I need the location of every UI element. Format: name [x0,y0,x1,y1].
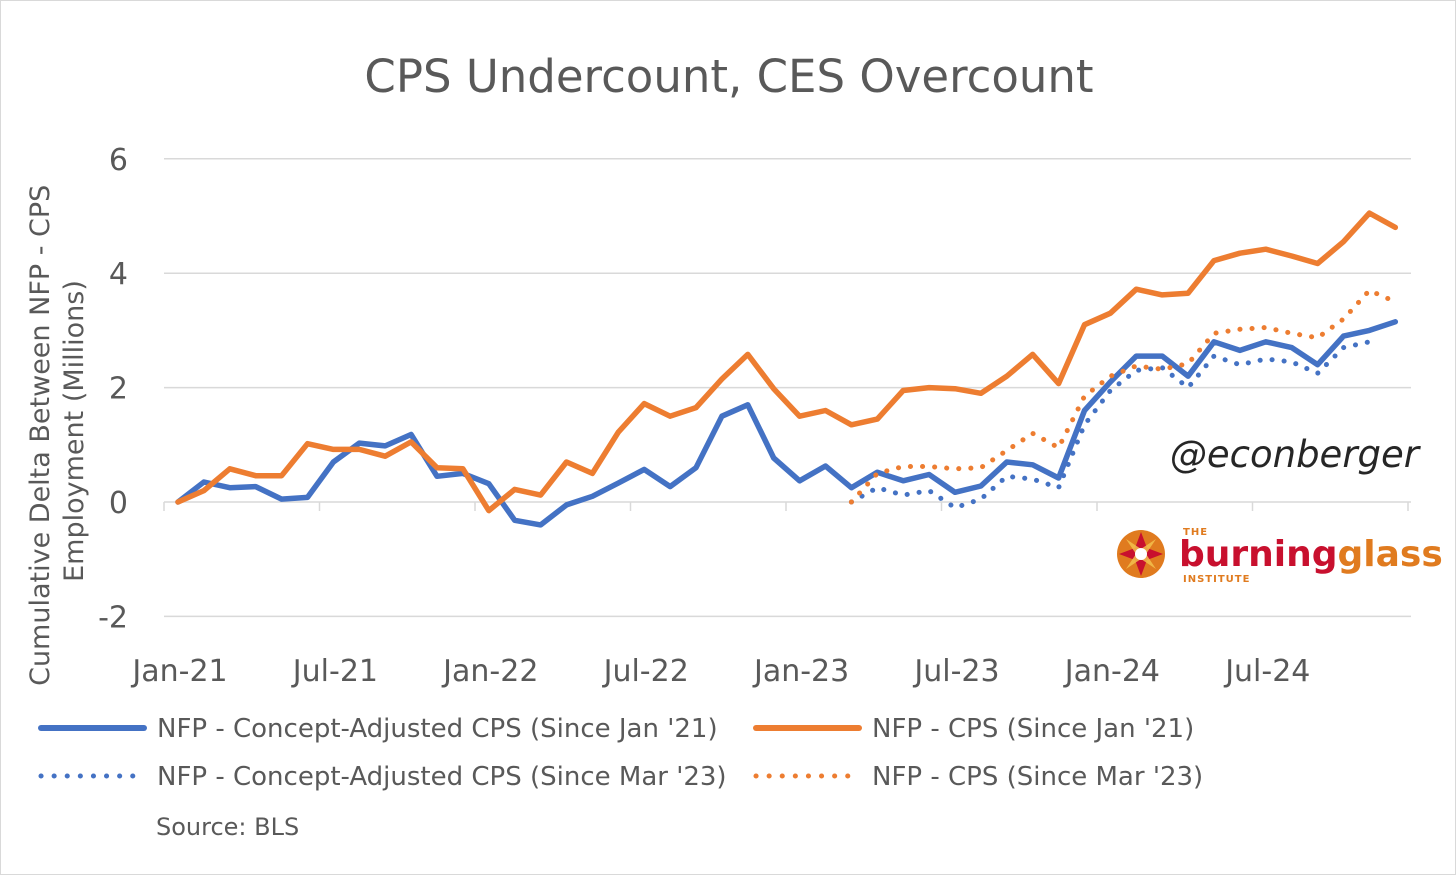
x-tick-label: Jul-22 [602,654,689,689]
x-axis: Jan-21 Jul-21 Jan-22 Jul-22 Jan-23 Jul-23 Jan-… [130,501,1411,689]
gridlines [164,158,1411,618]
legend-label: NFP - Concept-Adjusted CPS (Since Jan '2… [157,714,718,744]
logo-the-text: THE [1183,527,1208,538]
logo-wordmark: burningglass [1179,534,1443,575]
y-tick-label: -2 [98,600,128,635]
x-tick-label: Jan-24 [1063,654,1160,689]
logo-institute-text: INSTITUTE [1183,574,1250,585]
logo-word-burning: burning [1179,534,1338,575]
legend-label: NFP - CPS (Since Jan '21) [872,714,1194,744]
solid-series-line-0 [175,319,1399,528]
y-axis-label-line-1: Cumulative Delta Between NFP - CPS [25,185,56,686]
y-tick-label: 6 [109,143,128,178]
x-tick-label: Jul-24 [1223,654,1310,689]
source-note: Source: BLS [156,813,299,841]
y-tick-label: 2 [109,372,128,407]
x-tick-label: Jan-22 [441,654,538,689]
series-lines [175,210,1399,528]
y-tick-label: 4 [109,257,128,292]
x-tick-label: Jan-23 [752,654,849,689]
y-axis-label: Cumulative Delta Between NFP - CPS Emplo… [25,176,90,686]
y-axis-ticks: -2 0 2 4 6 [98,143,128,636]
y-tick-label: 0 [109,486,128,521]
dotted-series-line-3 [848,287,1398,505]
x-tick-label: Jul-23 [912,654,999,689]
x-tick-label: Jan-21 [130,654,227,689]
dotted-series-line-2 [848,339,1372,511]
legend: NFP - Concept-Adjusted CPS (Since Jan '2… [38,714,1203,792]
sun-icon [1117,530,1165,578]
chart-title: CPS Undercount, CES Overcount [364,50,1093,103]
y-axis-label-line-2: Employment (Millions) [59,280,90,582]
legend-label: NFP - CPS (Since Mar '23) [872,762,1203,792]
x-tick-label: Jul-21 [291,654,378,689]
burning-glass-logo: THE burningglass INSTITUTE [1117,527,1443,585]
logo-word-glass: glass [1338,534,1443,575]
econberger-annotation: @econberger [1170,433,1422,476]
legend-label: NFP - Concept-Adjusted CPS (Since Mar '2… [157,762,727,792]
solid-series-line-1 [175,210,1399,514]
